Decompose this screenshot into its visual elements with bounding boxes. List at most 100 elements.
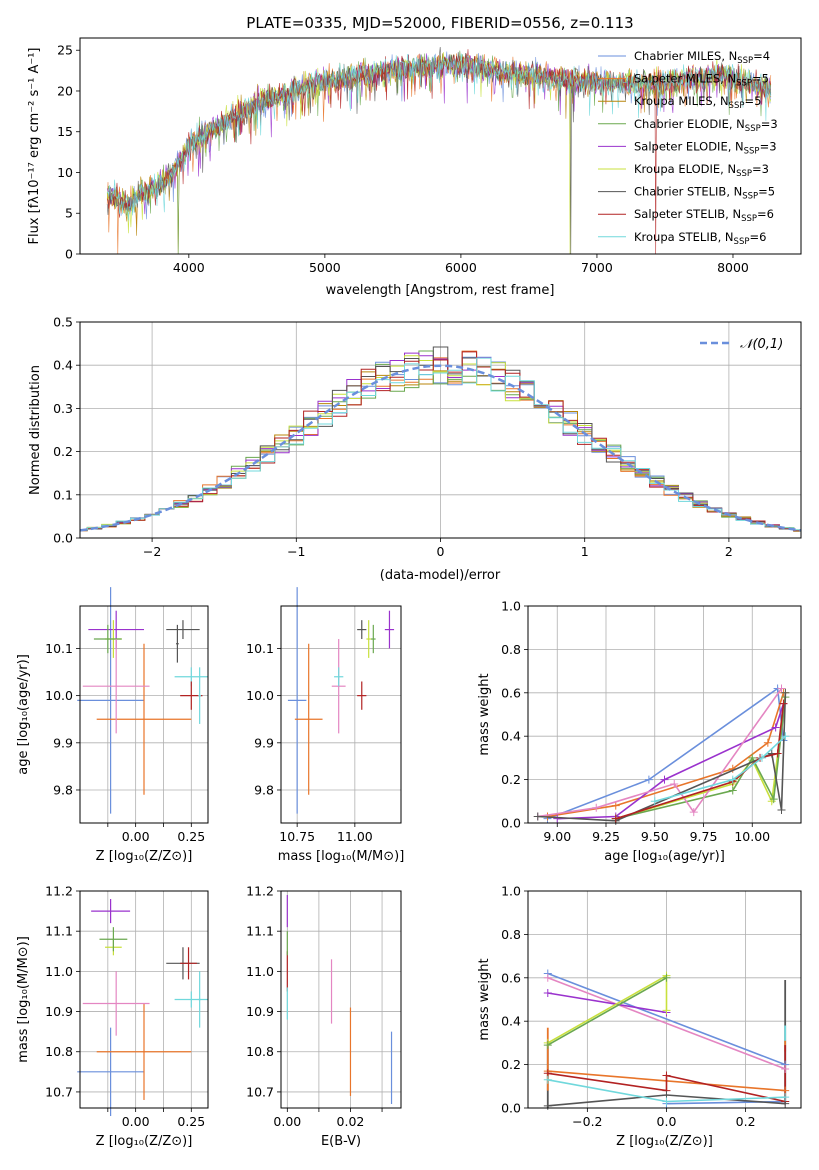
x-axis-label: Z [log₁₀(Z/Z⊙)] [96, 1134, 193, 1149]
y-tick-label: 10.7 [246, 1084, 274, 1099]
y-tick-label: 10.8 [45, 1044, 73, 1059]
y-tick-label: 20 [57, 83, 73, 98]
y-tick-label: 25 [57, 43, 73, 58]
normal-curve [80, 364, 801, 532]
residual-histograms [80, 346, 801, 532]
y-tick-label: 10.9 [246, 1004, 274, 1019]
weight-marker [543, 1101, 552, 1110]
legend-label: Chabrier ELODIE, NSSP=3 [634, 117, 778, 134]
y-tick-label: 9.9 [53, 735, 73, 750]
y-tick-label: 0.2 [53, 444, 73, 459]
weight-marker [781, 688, 790, 697]
y-tick-label: 10.1 [45, 641, 73, 656]
y-axis-label: mass [log₁₀(M/M⊙)] [16, 936, 31, 1063]
weight-marker [758, 753, 766, 762]
residual-ylabel: Normed distribution [28, 365, 43, 495]
y-tick-label: 0.2 [501, 1057, 521, 1072]
x-tick-label: 11.00 [337, 829, 373, 844]
y-tick-label: 0.4 [501, 729, 521, 744]
legend-label: Kroupa ELODIE, NSSP=3 [634, 162, 769, 179]
x-axis-label: E(B-V) [321, 1134, 361, 1149]
x-axis-label: Z [log₁₀(Z/Z⊙)] [96, 849, 193, 864]
weight-marker [728, 786, 737, 795]
x-tick-label: 10.00 [734, 829, 770, 844]
spectrum-line-cyan [106, 53, 772, 221]
weight-marker [777, 684, 786, 693]
y-tick-label: 10.0 [45, 688, 73, 703]
legend-label: Kroupa MILES, NSSP=5 [634, 94, 761, 111]
x-tick-label: 10.75 [279, 829, 315, 844]
legend-label: Chabrier MILES, NSSP=4 [634, 49, 770, 66]
legend-label: Chabrier STELIB, NSSP=5 [634, 185, 775, 202]
x-tick-label: 0.0 [657, 1114, 677, 1129]
y-tick-label: 11.1 [45, 924, 73, 939]
mass-age-panel: 10.75 11.00 9.8 9.9 10.0 10.1 mass [log₁₀(M/M⊙… [246, 587, 404, 864]
x-tick-label: 7000 [581, 260, 613, 275]
weight-line-cyan [654, 735, 786, 803]
y-tick-label: 0.5 [53, 315, 73, 330]
y-tick-label: 0.6 [501, 685, 521, 700]
y-tick-label: 5 [65, 206, 73, 221]
y-tick-label: 11.2 [246, 884, 274, 899]
residual-xlabel: (data-model)/error [380, 568, 501, 583]
weight-line-red [547, 1072, 786, 1103]
weight-marker [644, 775, 653, 784]
y-tick-label: 10 [57, 165, 73, 180]
y-tick-label: 11.2 [45, 884, 73, 899]
weight-marker [543, 988, 552, 997]
y-tick-label: 10.0 [246, 688, 274, 703]
weight-marker [779, 699, 788, 708]
x-tick-label: 2 [725, 544, 733, 559]
x-axis-label: mass [log₁₀(M/M⊙)] [278, 849, 405, 864]
weight-marker [543, 1041, 552, 1050]
y-tick-label: 10.1 [246, 641, 274, 656]
y-tick-label: 11.0 [246, 964, 274, 979]
weight-line-blue [547, 972, 786, 1066]
weight-marker [763, 738, 772, 747]
spectrum-panel: 4000 5000 6000 7000 8000 0 5 10 15 20 25 Chabrier … [27, 37, 802, 298]
weight-marker [781, 1093, 790, 1102]
ebv-mass-panel: 0.00 0.02 10.7 10.8 10.9 11.0 11.1 11.2 E(B-V) [246, 884, 402, 1149]
y-tick-label: 1.0 [501, 884, 521, 899]
y-tick-label: 9.9 [254, 735, 274, 750]
weight-marker [728, 775, 737, 784]
y-tick-label: 15 [57, 124, 73, 139]
y-tick-label: 0.4 [501, 1014, 521, 1029]
x-tick-label: 0 [437, 544, 445, 559]
x-tick-label: 0.00 [273, 1114, 301, 1129]
y-tick-label: 0.3 [53, 401, 73, 416]
y-tick-label: 0.2 [501, 772, 521, 787]
axes-frame [79, 321, 802, 539]
y-tick-label: 11.1 [246, 924, 274, 939]
spectrum-lines [106, 46, 772, 254]
axes-frame [79, 890, 209, 1109]
x-tick-label: 0.25 [177, 1114, 205, 1129]
x-tick-label: 9.50 [641, 829, 669, 844]
histogram-olive [80, 368, 801, 532]
weight-marker [553, 814, 562, 823]
x-axis-label: age [log₁₀(age/yr)] [604, 849, 725, 864]
weight-marker [662, 973, 671, 982]
x-tick-label: 6000 [445, 260, 477, 275]
weight-marker [781, 1064, 790, 1073]
x-tick-label: −2 [143, 544, 161, 559]
weight-marker [592, 803, 601, 812]
weight-marker [660, 775, 669, 784]
residual-legend: 𝒩(0,1) [700, 337, 783, 352]
weight-marker [771, 723, 780, 732]
age-weight-panel: 9.00 9.25 9.50 9.75 10.00 0.0 0.2 0.4 0.6 0.8 1.0 m… [477, 599, 802, 864]
weight-marker [611, 814, 620, 823]
x-tick-label: −0.2 [572, 1114, 602, 1129]
x-tick-label: −1 [287, 544, 305, 559]
y-tick-label: 9.8 [53, 782, 73, 797]
x-tick-label: 0.02 [337, 1114, 365, 1129]
y-tick-label: 0 [65, 247, 73, 262]
z-mass-panel: 0.00 0.25 10.7 10.8 10.9 11.0 11.1 11.2 mass [lo… [16, 884, 209, 1149]
x-tick-label: 4000 [173, 260, 205, 275]
weight-marker [748, 753, 757, 762]
x-tick-label: 5000 [309, 260, 341, 275]
axes-frame [79, 37, 802, 255]
x-tick-label: 9.00 [543, 829, 571, 844]
weight-marker [773, 749, 782, 758]
weight-marker [543, 1075, 552, 1084]
